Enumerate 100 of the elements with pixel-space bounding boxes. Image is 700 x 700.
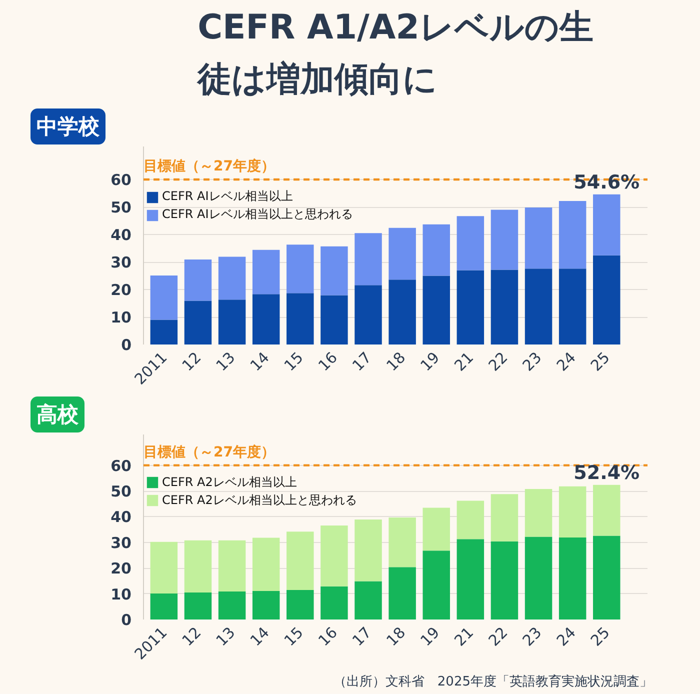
x-tick-label: 25 — [587, 348, 614, 375]
x-tick-label: 17 — [348, 623, 375, 650]
x-tick-label: 12 — [178, 623, 205, 650]
bar — [218, 540, 246, 592]
bar — [593, 484, 620, 536]
bar — [252, 538, 280, 591]
x-tick-label: 15 — [280, 623, 307, 650]
chart-subtitle: 中学校 — [36, 114, 100, 138]
x-tick-label: 13 — [212, 348, 239, 375]
bar — [524, 488, 552, 537]
bar — [150, 275, 178, 320]
x-tick-label: 16 — [314, 623, 341, 650]
legend-label: CEFR AIレベル相当以上 — [162, 188, 293, 205]
x-tick-label: 12 — [178, 348, 205, 375]
bar — [252, 294, 280, 344]
bar — [388, 280, 416, 344]
bar — [320, 295, 348, 344]
y-tick-label: 50 — [110, 198, 132, 216]
bar — [422, 276, 450, 344]
y-tick-label: 60 — [110, 456, 132, 475]
bar — [218, 300, 246, 344]
bar — [422, 550, 450, 620]
bar — [593, 255, 620, 344]
x-tick-label: 17 — [348, 348, 375, 375]
y-tick-label: 10 — [110, 308, 132, 326]
bar — [286, 293, 314, 344]
x-tick-label: 13 — [212, 623, 239, 650]
y-tick-label: 30 — [110, 254, 132, 272]
y-tick-label: 30 — [110, 534, 132, 552]
bar — [490, 270, 518, 344]
bar — [524, 208, 552, 269]
x-tick-label: 23 — [519, 348, 546, 375]
x-tick-label: 16 — [314, 348, 341, 375]
bar — [286, 244, 314, 294]
bar — [354, 285, 382, 344]
bar — [593, 536, 620, 620]
bar — [184, 260, 212, 301]
bar — [184, 300, 212, 344]
x-tick-label: 14 — [246, 623, 273, 650]
legend-label: CEFR A2レベル相当以上と思われる — [162, 492, 357, 509]
bar — [218, 256, 246, 300]
bar — [218, 591, 246, 620]
ref-line-label: 目標値（～27年度） — [144, 443, 275, 460]
x-tick-label: 21 — [450, 623, 478, 650]
bar — [354, 520, 382, 582]
bar — [422, 224, 450, 276]
x-tick-label: 18 — [382, 623, 410, 650]
bar — [456, 216, 484, 270]
x-tick-label: 15 — [280, 348, 307, 375]
x-tick-label: 25 — [587, 623, 614, 650]
chart-title: CEFR A1/A2レベルの生徒は増加傾向に — [196, 8, 594, 100]
bar — [150, 320, 178, 344]
bar — [558, 538, 586, 620]
text: （出所）文科省 2025年度「英語教育実施状況調査」 — [333, 674, 653, 690]
x-tick-label: 18 — [382, 348, 410, 375]
x-tick-label: 14 — [246, 348, 273, 375]
y-tick-label: 60 — [110, 171, 132, 189]
bar — [558, 486, 586, 538]
x-tick-label: 21 — [450, 348, 478, 375]
bar — [490, 494, 518, 542]
bar — [422, 508, 450, 551]
bar — [524, 268, 552, 344]
y-tick-label: 0 — [121, 611, 132, 629]
bar — [320, 246, 348, 296]
x-tick-label: 19 — [416, 348, 444, 375]
bar — [354, 581, 382, 620]
legend-label: CEFR A2レベル相当以上 — [162, 474, 297, 491]
bar — [286, 532, 314, 590]
bar — [184, 540, 212, 593]
bar — [456, 270, 484, 344]
bar — [490, 541, 518, 620]
bar — [456, 539, 484, 620]
bar — [388, 567, 416, 620]
x-tick-label: 22 — [484, 623, 512, 650]
y-tick-label: 20 — [110, 560, 132, 578]
bar — [320, 525, 348, 586]
y-tick-label: 0 — [121, 336, 132, 354]
bar — [558, 268, 586, 344]
bar — [252, 250, 280, 294]
x-tick-label: 22 — [484, 348, 512, 375]
bar — [252, 590, 280, 620]
bar — [456, 500, 484, 540]
total-label: 52.4% — [574, 462, 640, 484]
x-tick-label: 19 — [416, 623, 444, 650]
bar — [150, 542, 178, 594]
y-tick-label: 40 — [110, 508, 132, 526]
y-tick-label: 40 — [110, 226, 132, 244]
y-tick-label: 20 — [110, 281, 132, 299]
bar — [184, 592, 212, 620]
bar — [558, 200, 586, 269]
bar — [150, 594, 178, 620]
bar — [388, 228, 416, 280]
x-tick-label: 23 — [519, 623, 546, 650]
bar — [320, 586, 348, 620]
bar — [490, 210, 518, 270]
ref-line-label: 目標値（～27年度） — [144, 158, 275, 174]
y-tick-label: 50 — [110, 482, 132, 501]
bar — [388, 517, 416, 568]
chart-subtitle: 高校 — [36, 402, 80, 426]
y-tick-label: 10 — [110, 585, 132, 604]
